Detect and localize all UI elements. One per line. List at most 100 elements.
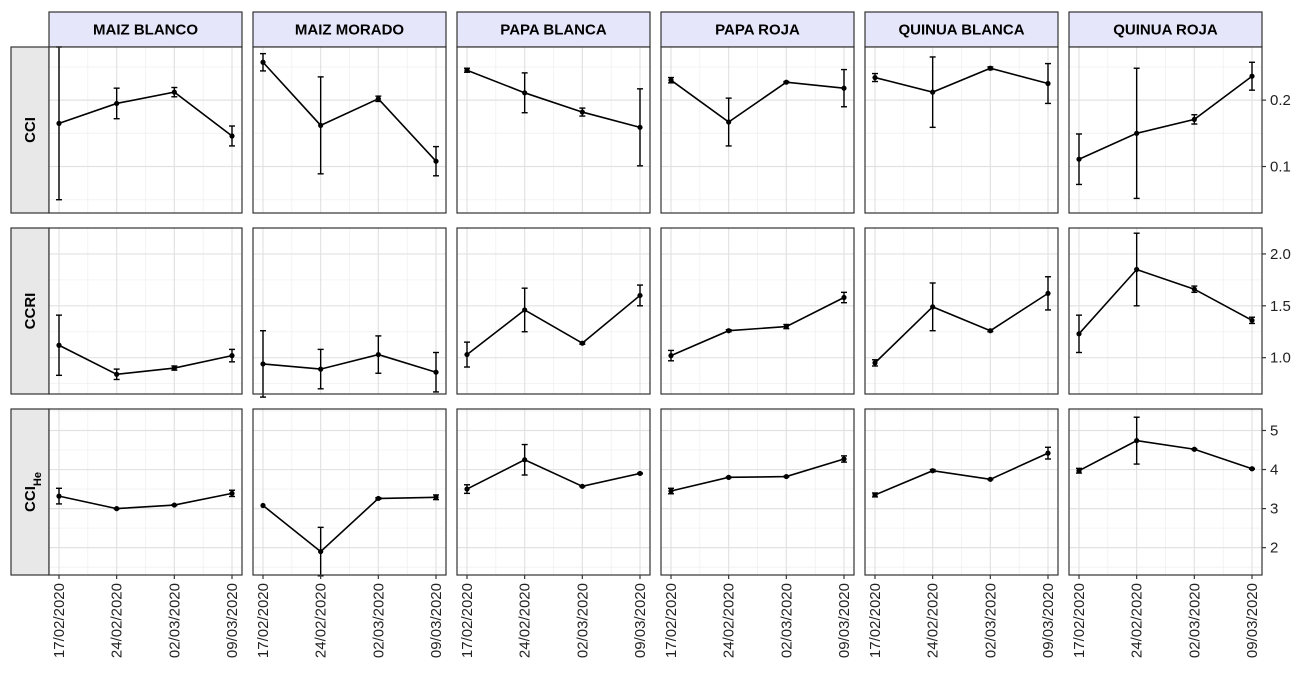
column-strip: QUINUA ROJA — [1068, 11, 1263, 48]
series-line — [874, 452, 1049, 496]
data-point — [872, 74, 878, 81]
panel — [1068, 46, 1263, 214]
x-tick-label: 02/03/2020 — [166, 583, 183, 658]
x-tick-label: 17/02/2020 — [459, 583, 476, 658]
series-line — [58, 91, 233, 137]
column-strip: PAPA BLANCA — [456, 11, 651, 48]
series-line — [1078, 439, 1253, 472]
data-point — [841, 85, 847, 91]
column-strip-label: MAIZ MORADO — [295, 22, 404, 39]
y-tick-label: 1.0 — [1270, 350, 1291, 367]
data-point — [987, 328, 993, 334]
data-point — [114, 371, 120, 377]
series-line — [1078, 75, 1253, 160]
data-point — [114, 100, 120, 107]
data-point — [375, 351, 381, 358]
panel — [864, 408, 1059, 576]
data-point — [318, 122, 324, 128]
x-tick-label: 24/02/2020 — [517, 583, 534, 658]
column-strip: PAPA ROJA — [660, 11, 855, 48]
data-point — [1076, 156, 1082, 162]
panel-border — [48, 408, 243, 576]
y-tick-label: 1.5 — [1270, 298, 1291, 315]
row-strip-bg — [10, 46, 50, 214]
data-point — [56, 342, 62, 348]
column-strip-label: QUINUA BLANCA — [898, 22, 1024, 39]
row-strip: CCIHe — [10, 408, 50, 576]
panel — [660, 46, 855, 214]
data-point — [1249, 317, 1255, 323]
data-point — [1191, 116, 1197, 122]
y-tick-label: 0.2 — [1270, 92, 1291, 109]
y-tick-label: 3 — [1270, 501, 1278, 518]
data-point — [783, 323, 789, 330]
x-tick-label: 09/03/2020 — [1244, 583, 1261, 658]
column-strip-bg — [48, 11, 243, 48]
panel — [864, 46, 1059, 214]
data-point — [375, 96, 381, 102]
panel-border — [660, 46, 855, 214]
data-point — [318, 548, 324, 555]
data-point — [668, 353, 674, 359]
x-tick-label: 24/02/2020 — [1129, 583, 1146, 658]
data-point — [375, 495, 381, 502]
panel-border — [660, 227, 855, 395]
data-point — [522, 307, 528, 313]
data-point — [171, 502, 177, 508]
data-point — [1076, 331, 1082, 337]
panel-border — [456, 408, 651, 576]
column-strip-label: PAPA ROJA — [715, 22, 800, 39]
panel — [252, 408, 447, 577]
row-strip-label: CCRI — [22, 293, 39, 330]
panel-border — [252, 408, 447, 576]
y-tick-label: 2.0 — [1270, 246, 1291, 263]
data-point — [56, 120, 62, 126]
x-tick-label: 24/02/2020 — [109, 583, 126, 658]
row-strip-label-subscript: He — [32, 472, 44, 486]
data-point — [783, 79, 789, 85]
data-point — [1134, 130, 1140, 136]
data-point — [464, 67, 470, 73]
row-strip: CCI — [10, 46, 50, 214]
x-tick-label: 09/03/2020 — [836, 583, 853, 658]
x-tick-label: 24/02/2020 — [313, 583, 330, 658]
panel — [864, 227, 1059, 395]
panel-border — [1068, 408, 1263, 576]
series-line — [58, 492, 233, 510]
column-strip-label: PAPA BLANCA — [500, 22, 607, 39]
y-tick-label: 5 — [1270, 422, 1278, 439]
column-strip-label: QUINUA ROJA — [1113, 22, 1218, 39]
data-point — [522, 457, 528, 463]
panel — [456, 46, 651, 214]
panel — [660, 227, 855, 395]
data-point — [1249, 73, 1255, 79]
data-point — [872, 492, 878, 498]
x-tick-label: 02/03/2020 — [982, 583, 999, 658]
data-point — [930, 304, 936, 310]
column-strip-bg — [252, 11, 447, 48]
data-point — [229, 490, 235, 496]
x-tick-label: 09/03/2020 — [632, 583, 649, 658]
x-tick-label: 09/03/2020 — [428, 583, 445, 658]
data-point — [318, 366, 324, 372]
x-tick-label: 17/02/2020 — [867, 583, 884, 658]
data-point — [637, 470, 643, 477]
x-tick-label: 17/02/2020 — [1071, 583, 1088, 658]
series-line — [670, 296, 845, 357]
series-line — [58, 344, 233, 376]
column-strip-label: MAIZ BLANCO — [93, 22, 198, 39]
x-tick-label: 02/03/2020 — [370, 583, 387, 658]
series-line — [670, 458, 845, 492]
data-point — [726, 119, 732, 125]
panel-border — [456, 227, 651, 395]
data-point — [171, 365, 177, 371]
panel-border — [660, 408, 855, 576]
data-point — [114, 506, 120, 512]
panel-border — [252, 227, 447, 395]
data-point — [229, 353, 235, 359]
panel-border — [48, 46, 243, 214]
panel — [456, 408, 651, 576]
panel — [456, 227, 651, 395]
x-tick-label: 24/02/2020 — [721, 583, 738, 658]
